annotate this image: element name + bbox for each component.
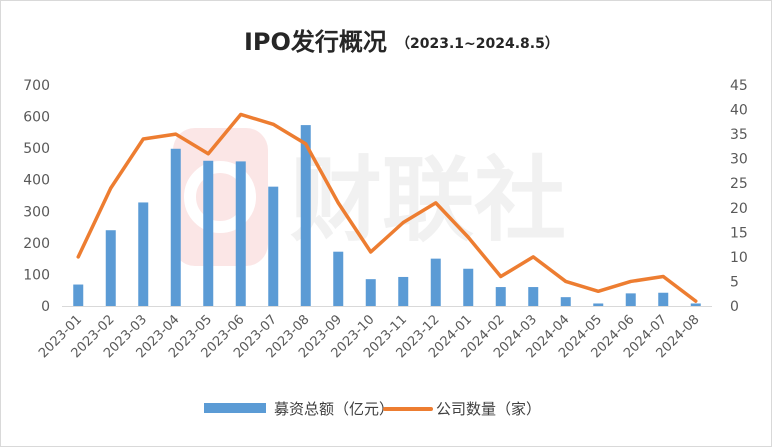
bar-series [73,125,701,307]
bar-2024-06 [625,293,636,306]
y-axis-right: 0 5 10 15 20 25 30 35 40 45 [730,78,748,315]
y-right-tick-label: 25 [730,176,748,192]
y-left-tick-label: 0 [41,299,50,315]
line-point-2023-01 [76,255,80,259]
line-point-2023-07 [271,122,275,126]
company-count-line [76,112,698,303]
watermark-c-mark [184,161,256,233]
y-right-tick-label: 0 [730,299,739,315]
bar-2023-08 [300,125,311,307]
line-point-2023-08 [304,142,308,146]
chart-subtitle: （2023.1~2024.8.5） [396,36,559,52]
line-point-2024-07 [661,275,665,279]
line-point-2023-11 [401,221,405,225]
line-point-2023-05 [206,152,210,156]
y-right-tick-label: 35 [730,127,748,143]
line-point-2023-03 [141,137,145,141]
line-point-2024-06 [629,279,633,283]
line-point-2023-12 [434,201,438,205]
bar-2024-05 [593,303,604,306]
y-right-tick-label: 20 [730,201,748,217]
line-point-2024-08 [694,299,698,303]
y-right-tick-label: 30 [730,152,748,168]
y-right-tick-label: 5 [730,274,739,290]
bar-2024-02 [495,287,506,306]
bar-2023-07 [268,186,279,306]
bar-2024-01 [463,268,474,306]
line-point-2024-05 [596,289,600,293]
legend-line-label: 公司数量（家） [436,400,541,418]
line-point-2023-10 [369,250,373,254]
line-point-2023-09 [336,201,340,205]
y-right-tick-label: 10 [730,250,748,266]
bar-2023-04 [170,148,181,306]
y-left-tick-label: 700 [23,78,50,94]
bar-2023-10 [365,279,376,306]
y-left-tick-label: 600 [23,110,50,126]
bar-2024-08 [690,303,701,306]
line-point-2024-01 [466,235,470,239]
y-left-tick-label: 100 [23,267,50,283]
bar-2024-07 [658,292,669,306]
watermark-logo: 财联社 [173,128,566,266]
bar-2023-05 [203,160,214,306]
y-left-tick-label: 300 [23,204,50,220]
chart-title: IPO发行概况 [244,28,387,56]
legend-bar-swatch [204,403,266,413]
line-series [76,112,698,303]
y-axis-left: 0 100 200 300 400 500 600 700 [23,78,50,315]
y-left-tick-label: 200 [23,236,50,252]
bar-2023-12 [430,258,441,306]
line-point-2023-04 [174,132,178,136]
line-point-2023-02 [109,186,113,190]
x-axis-ticks: 2023-012023-022023-032023-042023-052023-… [36,312,703,361]
line-point-2024-04 [564,279,568,283]
y-right-tick-label: 45 [730,78,748,94]
y-right-tick-label: 40 [730,103,748,119]
bar-2024-03 [528,287,539,306]
y-right-tick-label: 15 [730,225,748,241]
bar-2023-03 [138,202,149,306]
y-left-tick-label: 500 [23,141,50,157]
bar-2023-02 [105,230,116,306]
line-point-2024-03 [531,255,535,259]
watermark-text: 财联社 [290,147,566,254]
bar-2023-09 [333,251,344,306]
bar-2023-01 [73,284,84,306]
bar-2023-06 [235,161,246,306]
line-point-2024-02 [499,275,503,279]
bar-2024-04 [560,297,571,306]
bar-2023-11 [398,276,409,306]
legend: 募资总额（亿元） 公司数量（家） [204,400,541,418]
chart-title-group: IPO发行概况 （2023.1~2024.8.5） [244,28,559,56]
y-left-tick-label: 400 [23,173,50,189]
line-point-2023-06 [239,112,243,116]
legend-bar-label: 募资总额（亿元） [274,400,394,418]
